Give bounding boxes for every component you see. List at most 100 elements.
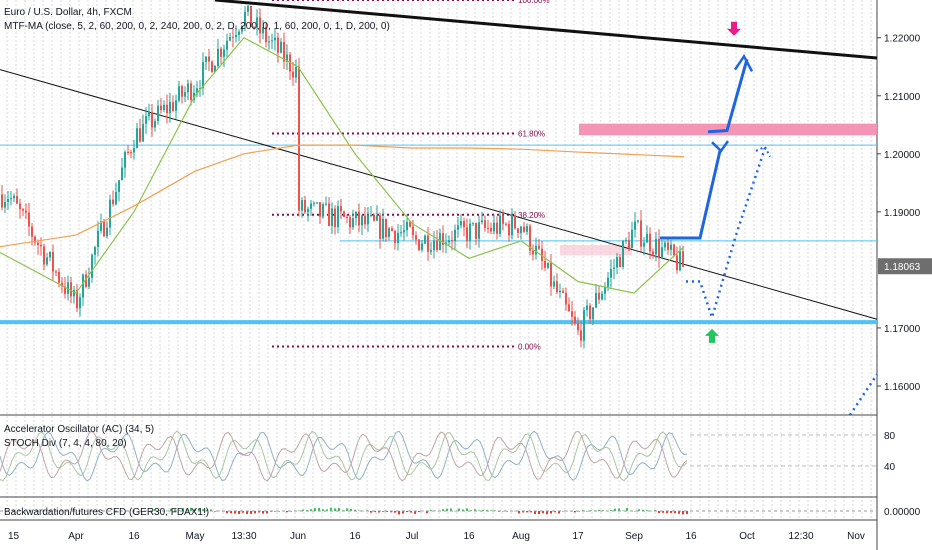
candle-body xyxy=(280,41,282,53)
backwardation-bar xyxy=(426,511,428,514)
candle-body xyxy=(574,316,576,324)
candle-body xyxy=(337,206,339,228)
candle-body xyxy=(202,61,204,89)
candle-body xyxy=(88,278,90,287)
backwardation-bar xyxy=(678,511,680,514)
backwardation-bar xyxy=(610,509,612,511)
backwardation-bar xyxy=(490,510,492,511)
backwardation-bar xyxy=(358,510,360,512)
candle-body xyxy=(682,251,684,267)
candle-body xyxy=(514,215,516,229)
candle-body xyxy=(637,220,639,222)
candle-body xyxy=(607,277,609,287)
fib-level-label: 0.00% xyxy=(518,343,541,352)
candle-body xyxy=(544,260,546,268)
backwardation-bar xyxy=(354,509,356,511)
candle-body xyxy=(418,239,420,251)
backwardation-bar xyxy=(558,511,560,514)
backwardation-bar xyxy=(314,508,316,511)
candle-body xyxy=(541,248,543,261)
backwardation-bar xyxy=(322,509,324,511)
backwardation-bar xyxy=(638,509,640,511)
backwardation-bar xyxy=(214,511,216,512)
candle-body xyxy=(571,311,573,317)
candle-body xyxy=(40,244,42,247)
candle-body xyxy=(376,215,378,221)
candle-body xyxy=(499,215,501,234)
candle-body xyxy=(442,233,444,245)
candle-body xyxy=(193,92,195,100)
candle-body xyxy=(493,222,495,232)
candle-body xyxy=(469,223,471,242)
candle-body xyxy=(43,246,45,265)
price-axis-label: 1.22000 xyxy=(884,34,921,45)
backwardation-bar xyxy=(338,507,340,511)
candle-body xyxy=(343,211,345,217)
candle-body xyxy=(505,223,507,225)
time-axis-label: 16 xyxy=(128,531,140,542)
backwardation-bar xyxy=(562,510,564,512)
candle-body xyxy=(16,195,18,204)
candle-body xyxy=(142,123,144,142)
candle-body xyxy=(583,310,585,341)
backwardation-bar xyxy=(530,511,532,513)
backwardation-bar xyxy=(230,511,232,514)
candle-body xyxy=(7,198,9,203)
candle-body xyxy=(217,48,219,66)
candle-body xyxy=(598,292,600,300)
candle-body xyxy=(133,148,135,153)
time-axis-label: 16 xyxy=(349,531,361,542)
candle-body xyxy=(52,251,54,272)
candle-body xyxy=(94,247,96,255)
candle-body xyxy=(235,34,237,38)
bearish-projection-path xyxy=(686,147,767,322)
stoch-axis-label: 40 xyxy=(884,462,896,473)
candle-body xyxy=(277,37,279,53)
candle-body xyxy=(631,229,633,248)
backwardation-bar xyxy=(642,509,644,511)
fib-level-label: 38.20% xyxy=(518,211,545,220)
candle-body xyxy=(256,17,258,28)
candle-body xyxy=(166,104,168,114)
time-axis-label: Oct xyxy=(739,531,755,542)
price-axis-label: 1.19000 xyxy=(884,208,921,219)
candle-body xyxy=(379,215,381,239)
candle-body xyxy=(184,92,186,97)
candle-body xyxy=(463,221,465,228)
candle-body xyxy=(439,233,441,251)
candle-body xyxy=(76,289,78,309)
candle-body xyxy=(361,215,363,226)
candle-body xyxy=(322,204,324,217)
candle-body xyxy=(364,215,366,225)
oscillator-series xyxy=(0,431,688,482)
candle-body xyxy=(592,307,594,320)
candle-body xyxy=(430,250,432,252)
candle-body xyxy=(82,274,84,298)
backwardation-bar xyxy=(474,509,476,511)
candle-body xyxy=(331,208,333,227)
candle-body xyxy=(502,215,504,224)
backwardation-bar xyxy=(298,510,300,512)
candle-body xyxy=(79,297,81,309)
candle-body xyxy=(187,83,189,93)
candle-body xyxy=(601,293,603,300)
backwardation-bar xyxy=(398,511,400,515)
candle-body xyxy=(661,247,663,258)
candle-body xyxy=(244,11,246,26)
backwardation-bar xyxy=(546,511,548,515)
candle-body xyxy=(394,230,396,244)
candle-body xyxy=(136,128,138,149)
price-axis-label: 1.21000 xyxy=(884,92,921,103)
candle-body xyxy=(214,65,216,73)
candle-body xyxy=(349,217,351,228)
candle-body xyxy=(586,305,588,311)
candle-body xyxy=(409,221,411,227)
candle-body xyxy=(673,244,675,256)
time-axis-label: 17 xyxy=(572,531,584,542)
candle-body xyxy=(406,221,408,231)
candle-body xyxy=(613,267,615,269)
backwardation-bar xyxy=(538,511,540,515)
candle-body xyxy=(619,257,621,268)
